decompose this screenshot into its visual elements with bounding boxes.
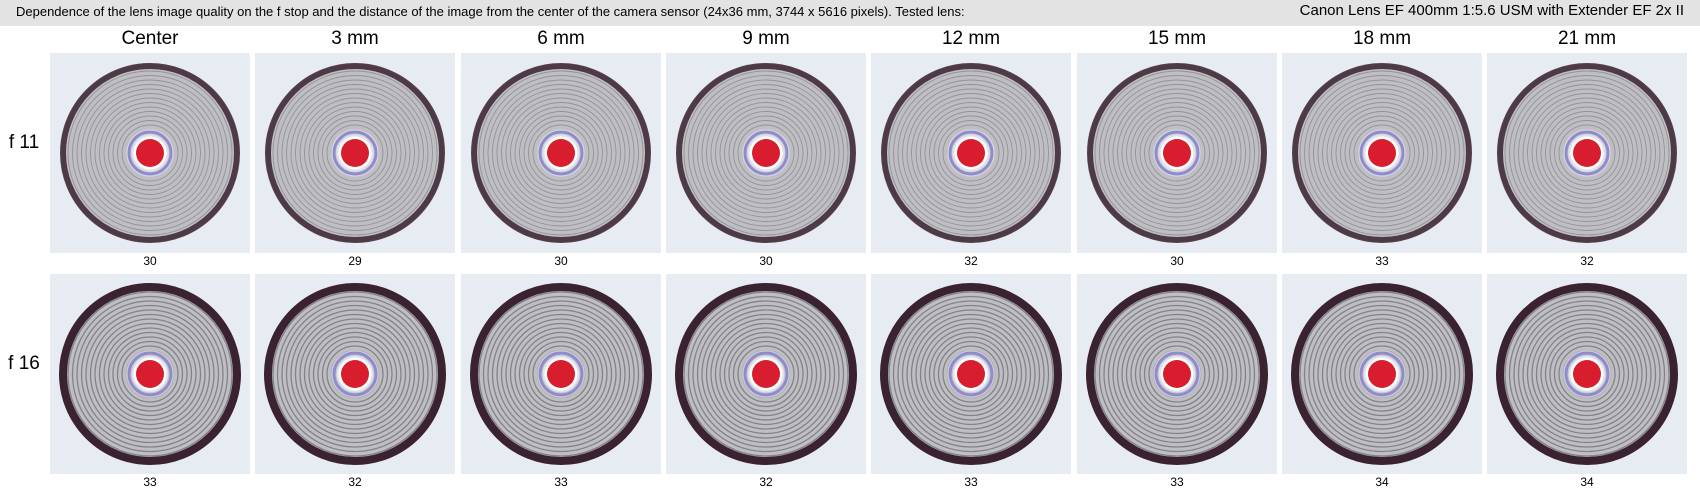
column-header: Center — [121, 28, 179, 49]
test-target-image — [1086, 283, 1268, 465]
target-cell — [461, 274, 661, 474]
quality-score: 33 — [554, 475, 568, 489]
quality-score: 33 — [1170, 475, 1184, 489]
test-target-image — [265, 63, 445, 243]
target-cell — [871, 274, 1071, 474]
test-target-image — [880, 283, 1062, 465]
row-label-f-stop: f 16 — [8, 353, 40, 374]
column-header: 21 mm — [1557, 28, 1617, 49]
test-target-image — [1497, 63, 1677, 243]
column-header: 18 mm — [1352, 28, 1412, 49]
test-target-image — [1087, 63, 1267, 243]
target-cell — [1077, 53, 1277, 253]
test-target-image — [881, 63, 1061, 243]
target-cell — [461, 53, 661, 253]
quality-score: 32 — [1580, 254, 1594, 268]
target-cell — [255, 53, 455, 253]
quality-score: 30 — [554, 254, 568, 268]
target-cell — [1077, 274, 1277, 474]
target-cell — [1282, 53, 1482, 253]
quality-score: 33 — [964, 475, 978, 489]
quality-score: 30 — [759, 254, 773, 268]
column-header: 15 mm — [1147, 28, 1207, 49]
test-target-image — [470, 283, 652, 465]
test-target-image — [1496, 283, 1678, 465]
quality-score: 32 — [964, 254, 978, 268]
column-header: 3 mm — [331, 28, 379, 49]
chart-description: Dependence of the lens image quality on … — [16, 4, 965, 19]
target-cell — [1487, 53, 1687, 253]
target-cell — [871, 53, 1071, 253]
test-target-image — [675, 283, 857, 465]
column-header: 12 mm — [941, 28, 1001, 49]
target-cell — [50, 53, 250, 253]
test-target-image — [1292, 63, 1472, 243]
test-target-image — [264, 283, 446, 465]
target-cell — [1487, 274, 1687, 474]
lens-name: Canon Lens EF 400mm 1:5.6 USM with Exten… — [1299, 2, 1684, 19]
quality-score: 29 — [348, 254, 362, 268]
quality-score: 30 — [143, 254, 157, 268]
title-bar: Dependence of the lens image quality on … — [0, 0, 1700, 26]
quality-score: 34 — [1375, 475, 1389, 489]
target-cell — [666, 53, 866, 253]
test-target-image — [471, 63, 651, 243]
test-target-image — [60, 63, 240, 243]
test-target-image — [59, 283, 241, 465]
quality-score: 30 — [1170, 254, 1184, 268]
quality-score: 34 — [1580, 475, 1594, 489]
quality-score: 33 — [1375, 254, 1389, 268]
target-cell — [255, 274, 455, 474]
quality-score: 33 — [143, 475, 157, 489]
test-target-image — [1291, 283, 1473, 465]
target-cell — [1282, 274, 1482, 474]
row-label-f-stop: f 11 — [8, 132, 40, 153]
target-cell — [666, 274, 866, 474]
quality-score: 32 — [759, 475, 773, 489]
quality-score: 32 — [348, 475, 362, 489]
column-header: 6 mm — [537, 28, 585, 49]
column-header: 9 mm — [742, 28, 790, 49]
target-cell — [50, 274, 250, 474]
test-target-image — [676, 63, 856, 243]
